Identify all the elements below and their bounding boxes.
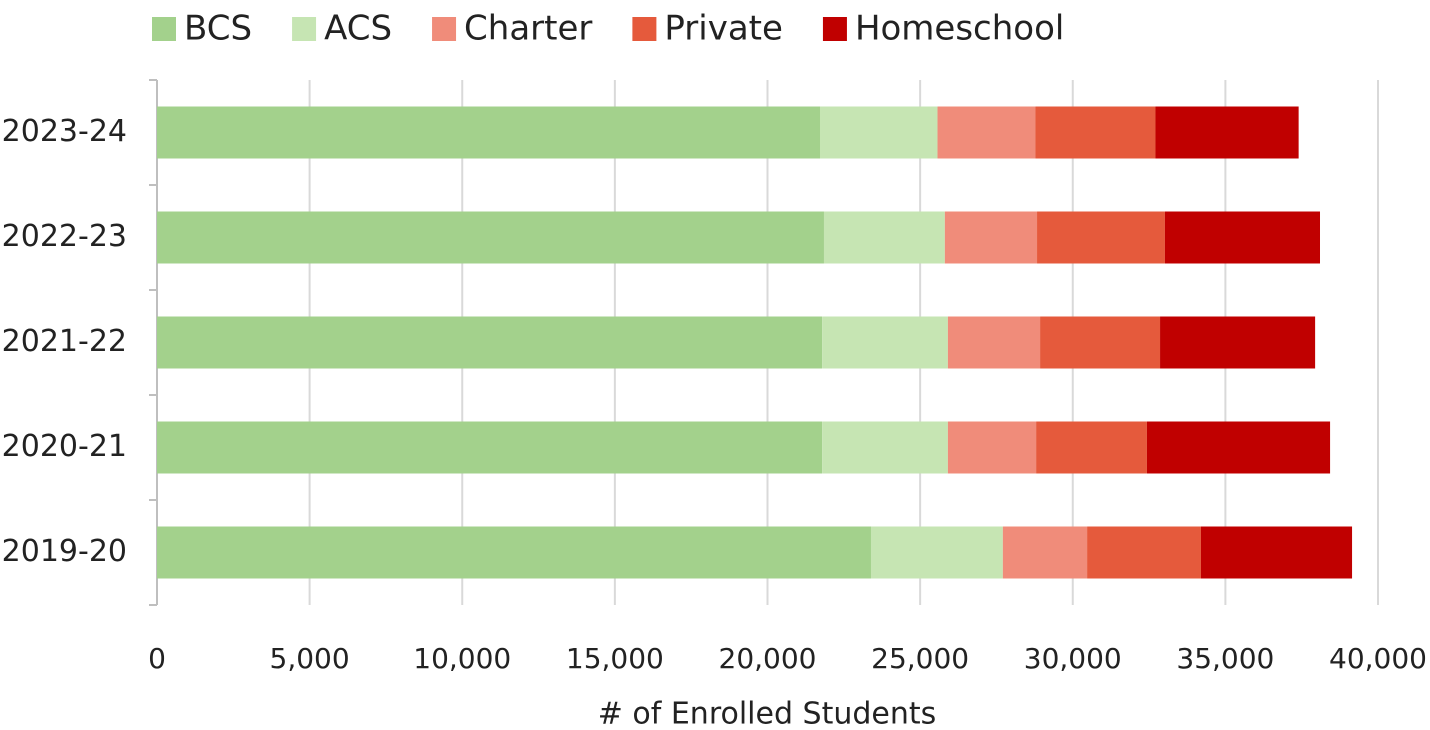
- bar-segment: [1160, 316, 1316, 369]
- bar-segment: [1087, 526, 1201, 579]
- y-tick-label: 2022-23: [2, 219, 127, 254]
- legend-label: Private: [664, 9, 783, 49]
- bar-segment: [1036, 421, 1147, 474]
- bar-segment: [157, 211, 824, 264]
- bar-segment: [1164, 211, 1321, 264]
- legend-swatch: [632, 17, 657, 41]
- bar-segment: [157, 106, 821, 159]
- y-tick-label: 2021-22: [2, 324, 127, 359]
- bar-segment: [947, 316, 1041, 369]
- bar-segment: [157, 526, 871, 579]
- legend-swatch: [822, 17, 847, 41]
- bar-segment: [944, 211, 1038, 264]
- bar-segment: [822, 421, 948, 474]
- bar-segment: [870, 526, 1003, 579]
- x-tick-label: 25,000: [871, 642, 969, 675]
- legend-label: BCS: [184, 9, 252, 49]
- x-tick-label: 20,000: [719, 642, 817, 675]
- bar-segment: [937, 106, 1036, 159]
- bar-segment: [820, 106, 938, 159]
- legend-label: Homeschool: [855, 9, 1064, 49]
- x-tick-label: 40,000: [1329, 642, 1427, 675]
- bar-segment: [947, 421, 1037, 474]
- legend-swatch: [152, 17, 176, 41]
- x-tick-label: 30,000: [1024, 642, 1122, 675]
- x-tick-label: 10,000: [413, 642, 511, 675]
- x-tick-label: 5,000: [270, 642, 350, 675]
- bar-segment: [1146, 421, 1331, 474]
- y-tick-label: 2019-20: [2, 534, 127, 569]
- bar-segment: [1200, 526, 1353, 579]
- x-tick-label: 35,000: [1176, 642, 1274, 675]
- bar-segment: [823, 211, 945, 264]
- bar-segment: [1040, 316, 1161, 369]
- x-tick-label: 15,000: [566, 642, 664, 675]
- bar-segment: [157, 421, 823, 474]
- legend-label: Charter: [464, 9, 592, 49]
- bar-segment: [822, 316, 948, 369]
- y-tick-label: 2023-24: [2, 114, 127, 149]
- bar-segment: [157, 316, 823, 369]
- bar-segment: [1002, 526, 1088, 579]
- y-tick-label: 2020-21: [2, 429, 127, 464]
- legend-swatch: [292, 17, 317, 41]
- legend-swatch: [432, 17, 457, 41]
- legend-label: ACS: [324, 9, 392, 49]
- x-axis-title: # of Enrolled Students: [598, 697, 937, 730]
- x-tick-label: 0: [148, 642, 166, 675]
- bar-segment: [1155, 106, 1299, 159]
- bar-segment: [1035, 106, 1156, 159]
- bar-segment: [1037, 211, 1165, 264]
